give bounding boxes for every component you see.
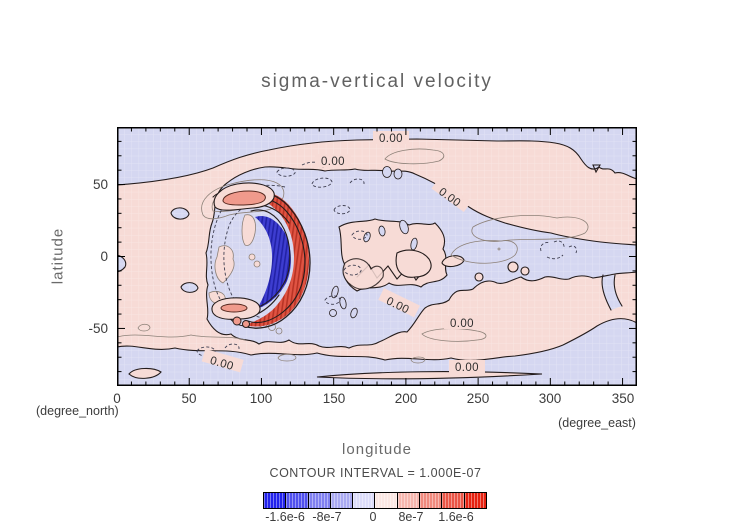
- x-tick-0: 0: [113, 391, 121, 406]
- small-negative-leaves: [329, 166, 420, 319]
- contour-label: 0.00: [455, 362, 479, 374]
- colorbar-label: 1.6e-6: [438, 510, 474, 524]
- x-tick-300: 300: [538, 391, 562, 406]
- x-axis-unit: (degree_east): [558, 416, 636, 430]
- contour-label: 0.00: [450, 318, 474, 330]
- south-cap: [211, 297, 261, 328]
- positive-extreme-arc: [237, 190, 309, 327]
- contour-label: 0.00: [379, 133, 403, 145]
- colorbar-label: -1.6e-6: [265, 510, 305, 524]
- page-title: sigma-vertical velocity: [261, 71, 493, 92]
- x-tick-100: 100: [249, 391, 273, 406]
- x-tick-350: 350: [611, 391, 635, 406]
- positive-island: [474, 272, 484, 282]
- colorbar-label: -8e-7: [312, 510, 342, 524]
- positive-island: [342, 258, 384, 290]
- plot-frame: [117, 127, 637, 386]
- y-tick-m50: -50: [88, 321, 108, 336]
- positive-island: [441, 255, 465, 268]
- zero-contour: [117, 207, 623, 311]
- positive-island: [520, 266, 530, 276]
- x-tick-150: 150: [322, 391, 346, 406]
- x-tick-250: 250: [466, 391, 490, 406]
- crescent-feature: [212, 190, 311, 329]
- colorbar-label: 8e-7: [398, 510, 424, 524]
- axis-ticks: [118, 128, 636, 385]
- positive-island: [395, 249, 432, 278]
- colorbar: [263, 492, 487, 509]
- zero-contour: [117, 318, 637, 361]
- colorbar-label: 0: [369, 510, 377, 524]
- y-tick-0: 0: [100, 249, 108, 264]
- x-axis-label: longitude: [342, 441, 412, 458]
- x-tick-200: 200: [394, 391, 418, 406]
- x-tick-50: 50: [181, 391, 197, 406]
- north-cap: [213, 182, 275, 211]
- zero-contour: [117, 138, 637, 186]
- contour-label: 0.00: [321, 156, 345, 168]
- contour-interval-text: CONTOUR INTERVAL = 1.000E-07: [269, 466, 482, 480]
- zero-contour: [205, 166, 637, 349]
- contour-labels: 0.00 0.00 0.00 0.00 0.00 0.00 0.00: [201, 131, 485, 374]
- positive-island: [507, 261, 519, 273]
- positive-island: [128, 367, 162, 379]
- positive-sliver: [316, 371, 543, 380]
- y-tick-50: 50: [92, 177, 108, 192]
- y-axis-unit: (degree_north): [36, 404, 119, 418]
- zero-contour: [592, 164, 601, 174]
- contour-map: 0.00 0.00 0.00 0.00 0.00 0.00 0.00: [117, 127, 637, 386]
